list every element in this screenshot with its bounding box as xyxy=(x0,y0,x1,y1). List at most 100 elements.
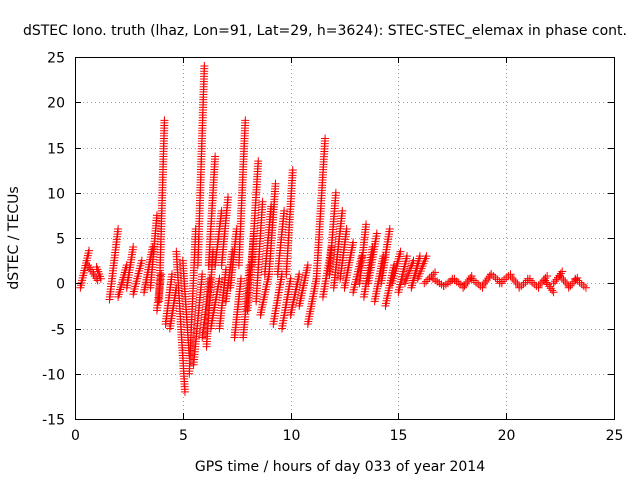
data-arc xyxy=(355,220,371,288)
data-arc xyxy=(226,224,241,292)
data-point xyxy=(450,276,459,285)
data-point xyxy=(452,277,461,286)
y-tick-label: 25 xyxy=(47,51,65,67)
data-point xyxy=(211,152,220,161)
data-point xyxy=(288,166,297,175)
data-point xyxy=(439,281,448,290)
data-point xyxy=(286,274,295,283)
data-arc xyxy=(230,274,246,342)
data-point xyxy=(85,246,94,255)
data-point xyxy=(487,270,496,279)
data-point xyxy=(525,276,534,285)
data-point xyxy=(385,224,394,233)
x-axis-label: GPS time / hours of day 033 of year 2014 xyxy=(195,459,485,475)
x-tick-label: 5 xyxy=(179,428,188,444)
data-arc xyxy=(340,238,358,292)
data-point xyxy=(96,274,105,283)
data-point xyxy=(217,206,226,215)
data-arc xyxy=(265,179,280,279)
data-arc xyxy=(252,197,267,306)
data-point xyxy=(500,275,509,284)
data-point xyxy=(443,279,452,288)
data-point xyxy=(469,276,478,285)
data-point xyxy=(472,278,481,287)
data-point xyxy=(577,280,586,289)
data-arc xyxy=(394,252,412,297)
data-point xyxy=(349,238,358,247)
y-tick-label: -15 xyxy=(42,413,65,429)
y-tick-label: 10 xyxy=(47,187,65,203)
data-arc xyxy=(282,166,297,279)
data-point xyxy=(581,283,590,292)
data-point xyxy=(566,281,575,290)
data-point xyxy=(200,62,209,71)
data-point xyxy=(556,272,565,281)
data-arc xyxy=(377,224,394,288)
data-point xyxy=(559,275,568,284)
data-point xyxy=(431,268,440,277)
data-point xyxy=(568,279,577,288)
data-point xyxy=(271,179,280,188)
data-series xyxy=(76,62,590,396)
data-arc xyxy=(122,243,138,292)
data-arc xyxy=(193,62,209,270)
data-point xyxy=(435,279,444,288)
data-point xyxy=(489,272,498,281)
x-tick-label: 20 xyxy=(498,428,516,444)
data-arc xyxy=(277,274,295,333)
data-point xyxy=(433,277,442,286)
data-arc xyxy=(273,206,289,279)
data-arc xyxy=(76,246,94,292)
data-point xyxy=(515,283,524,292)
y-axis-label: dSTEC / TECUs xyxy=(6,186,22,289)
data-arc xyxy=(256,270,274,319)
data-arc xyxy=(286,270,304,319)
data-point xyxy=(506,272,515,281)
data-point xyxy=(523,274,532,283)
data-point xyxy=(148,243,157,252)
data-arc xyxy=(247,157,263,270)
x-tick-label: 15 xyxy=(390,428,408,444)
data-point xyxy=(160,116,169,125)
axis-ticks: 0 5 10 15 20 25 -15 -10 -5 0 5 10 15 20 25 xyxy=(42,51,623,445)
data-arc xyxy=(185,224,200,378)
data-point xyxy=(205,274,214,283)
y-tick-label: 0 xyxy=(56,277,65,293)
data-point xyxy=(428,274,437,283)
data-point xyxy=(331,188,340,197)
data-arc xyxy=(459,272,476,292)
x-tick-label: 10 xyxy=(283,428,301,444)
data-point xyxy=(157,270,166,279)
data-point xyxy=(548,286,557,295)
data-point xyxy=(467,274,476,283)
data-point xyxy=(579,281,588,290)
data-arc xyxy=(541,276,558,297)
data-point xyxy=(564,283,573,292)
data-arc xyxy=(349,252,366,297)
data-arc xyxy=(146,211,161,292)
data-arc xyxy=(495,270,515,288)
data-point xyxy=(575,278,584,287)
y-tick-label: 5 xyxy=(56,232,65,248)
data-arc xyxy=(387,247,405,288)
data-arc xyxy=(217,193,233,270)
data-arc xyxy=(336,224,351,283)
data-point xyxy=(396,247,405,256)
data-point xyxy=(295,270,304,279)
data-arc xyxy=(105,224,123,304)
data-point xyxy=(93,276,102,285)
data-point xyxy=(573,276,582,285)
data-arc xyxy=(312,134,330,283)
data-point xyxy=(215,274,224,283)
data-arc xyxy=(329,206,347,292)
data-point xyxy=(321,134,330,143)
data-point xyxy=(237,274,246,283)
data-point xyxy=(137,256,146,265)
data-arc xyxy=(478,270,496,290)
data-point xyxy=(338,206,347,215)
data-point xyxy=(491,273,500,282)
data-point xyxy=(114,224,123,233)
y-tick-label: 15 xyxy=(47,142,65,158)
data-arc xyxy=(407,252,424,292)
